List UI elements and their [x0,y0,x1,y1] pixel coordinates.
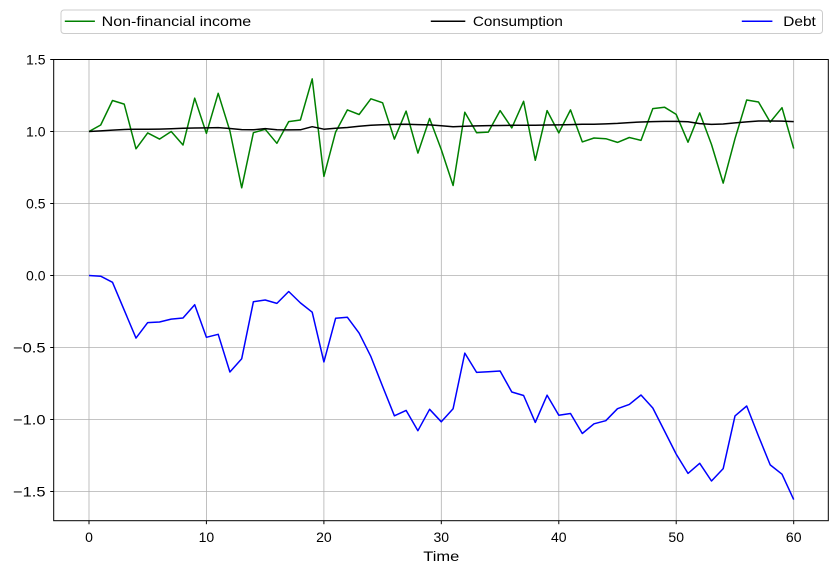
svg-text:Non-financial income: Non-financial income [102,13,252,29]
svg-text:60: 60 [786,529,802,545]
svg-text:−0.5: −0.5 [13,340,46,356]
svg-text:1.5: 1.5 [26,52,46,68]
svg-text:0.5: 0.5 [26,196,46,212]
svg-text:−1.5: −1.5 [13,484,46,500]
svg-text:Time: Time [423,548,459,564]
svg-text:1.0: 1.0 [26,124,46,140]
svg-text:Debt: Debt [783,13,816,29]
svg-text:30: 30 [434,529,450,545]
svg-text:0.0: 0.0 [26,268,46,284]
svg-text:20: 20 [316,529,332,545]
svg-text:−1.0: −1.0 [13,412,46,428]
svg-text:50: 50 [668,529,684,545]
svg-text:0: 0 [85,529,93,545]
svg-text:Consumption: Consumption [473,13,563,29]
svg-text:40: 40 [551,529,567,545]
svg-text:10: 10 [199,529,215,545]
